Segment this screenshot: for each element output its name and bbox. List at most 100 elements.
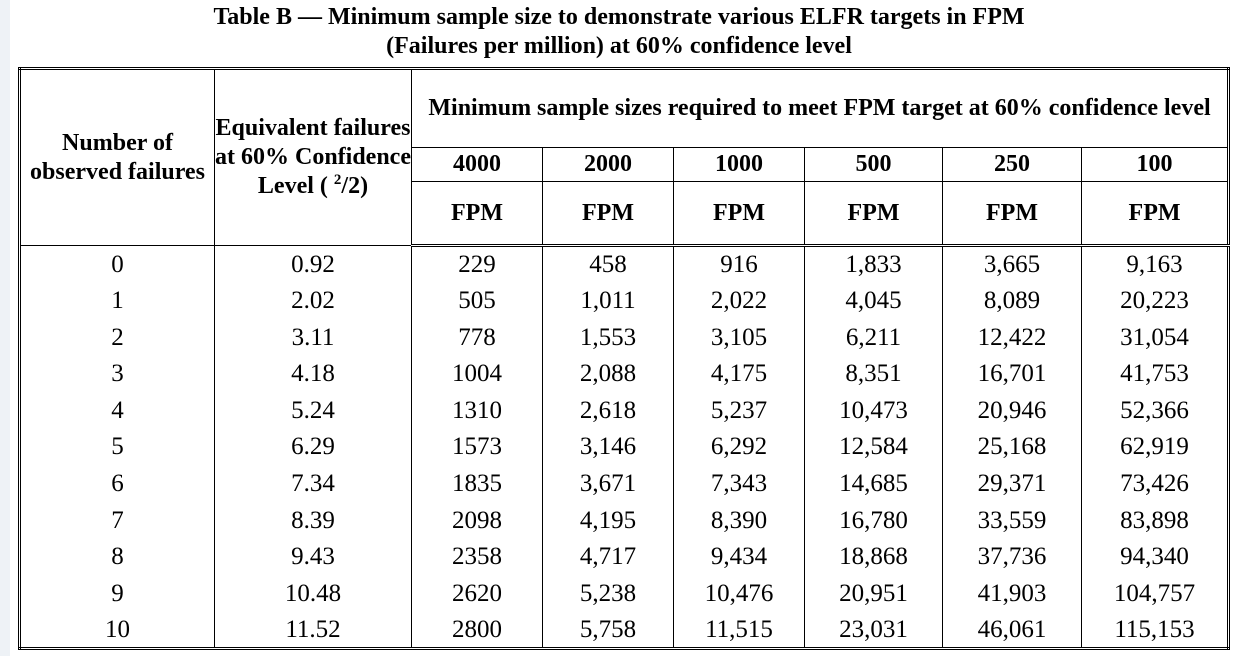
table-cell: 4.18 <box>214 355 412 392</box>
table-cell: 2.02 <box>214 282 412 319</box>
table-cell: 1310 <box>411 392 543 429</box>
table-cell: 8,351 <box>804 355 943 392</box>
table-cell: 4,717 <box>542 538 674 576</box>
header-target-500: 500 <box>804 147 943 182</box>
table-cell: 6,211 <box>804 318 943 356</box>
header-observed-failures: Number of observed failures <box>19 68 215 246</box>
sample-size-table: Number of observed failures Equivalent f… <box>18 67 1231 650</box>
table-cell: 2800 <box>411 611 543 649</box>
table-row: 7 8.39 2098 4,195 8,390 16,780 33,559 83,898 <box>19 501 1230 539</box>
table-cell: 9,163 <box>1080 245 1230 283</box>
table-cell: 20,946 <box>942 392 1082 429</box>
header-unit-fpm: FPM <box>942 181 1082 247</box>
table-cell: 25,168 <box>942 428 1082 466</box>
table-cell: 7.34 <box>214 465 412 502</box>
table-cell: 7 <box>19 501 215 539</box>
table-cell: 4,045 <box>804 282 943 319</box>
table-cell: 3,105 <box>673 318 805 356</box>
table-row: 10 11.52 2800 5,758 11,515 23,031 46,061 115,15… <box>19 611 1230 649</box>
table-cell: 2,088 <box>542 355 674 392</box>
table-cell: 8,089 <box>942 282 1082 319</box>
table-cell: 115,153 <box>1080 611 1230 649</box>
table-cell: 10,476 <box>673 575 805 612</box>
table-cell: 5,237 <box>673 392 805 429</box>
table-cell: 52,366 <box>1080 392 1230 429</box>
table-cell: 3.11 <box>214 318 412 356</box>
header-unit-fpm: FPM <box>542 181 674 247</box>
table-caption: Table B — Minimum sample size to demonst… <box>0 3 1238 61</box>
table-cell: 2,022 <box>673 282 805 319</box>
table-row: 5 6.29 1573 3,146 6,292 12,584 25,168 62,919 <box>19 428 1230 466</box>
header-unit-fpm: FPM <box>804 181 943 247</box>
table-cell: 62,919 <box>1080 428 1230 466</box>
table-cell: 20,951 <box>804 575 943 612</box>
table-cell: 1004 <box>411 355 543 392</box>
table-cell: 41,753 <box>1080 355 1230 392</box>
table-cell: 41,903 <box>942 575 1082 612</box>
table-cell: 1 <box>19 282 215 319</box>
table-row: 2 3.11 778 1,553 3,105 6,211 12,422 31,054 <box>19 318 1230 356</box>
table-cell: 2098 <box>411 501 543 539</box>
table-cell: 1,011 <box>542 282 674 319</box>
table-row: 0 0.92 229 458 916 1,833 3,665 9,163 <box>19 245 1230 283</box>
table-cell: 1,553 <box>542 318 674 356</box>
table-cell: 229 <box>411 245 543 283</box>
header-equivalent-sup: 2 <box>333 172 342 188</box>
table-cell: 3,665 <box>942 245 1082 283</box>
table-cell: 20,223 <box>1080 282 1230 319</box>
table-cell: 3,146 <box>542 428 674 466</box>
table-cell: 1835 <box>411 465 543 502</box>
table-row: 1 2.02 505 1,011 2,022 4,045 8,089 20,223 <box>19 282 1230 319</box>
table-cell: 83,898 <box>1080 501 1230 539</box>
table-cell: 31,054 <box>1080 318 1230 356</box>
table-cell: 16,701 <box>942 355 1082 392</box>
header-equivalent-failures: Equivalent failures at 60% Confidence Le… <box>214 68 412 246</box>
table-cell: 3 <box>19 355 215 392</box>
header-target-1000: 1000 <box>673 147 805 182</box>
table-cell: 5.24 <box>214 392 412 429</box>
table-cell: 5,758 <box>542 611 674 649</box>
table-cell: 18,868 <box>804 538 943 576</box>
table-cell: 5 <box>19 428 215 466</box>
table-cell: 2,618 <box>542 392 674 429</box>
table-cell: 458 <box>542 245 674 283</box>
header-unit-fpm: FPM <box>1080 181 1230 247</box>
table-cell: 12,422 <box>942 318 1082 356</box>
table-cell: 10 <box>19 611 215 649</box>
table-cell: 10.48 <box>214 575 412 612</box>
table-cell: 14,685 <box>804 465 943 502</box>
table-cell: 6.29 <box>214 428 412 466</box>
table-cell: 4,195 <box>542 501 674 539</box>
table-cell: 916 <box>673 245 805 283</box>
header-group-min-sample-sizes: Minimum sample sizes required to meet FP… <box>410 68 1230 148</box>
table-cell: 5,238 <box>542 575 674 612</box>
table-cell: 2620 <box>411 575 543 612</box>
table-cell: 9.43 <box>214 538 412 576</box>
table-cell: 29,371 <box>942 465 1082 502</box>
caption-line-1: Table B — Minimum sample size to demonst… <box>213 4 1025 30</box>
table-row: 9 10.48 2620 5,238 10,476 20,951 41,903 104,757 <box>19 575 1230 612</box>
table-row: 4 5.24 1310 2,618 5,237 10,473 20,946 52,366 <box>19 392 1230 429</box>
table-cell: 11.52 <box>214 611 412 649</box>
table-cell: 1,833 <box>804 245 943 283</box>
table-row: 8 9.43 2358 4,717 9,434 18,868 37,736 94,340 <box>19 538 1230 576</box>
table-cell: 2 <box>19 318 215 356</box>
header-unit-fpm: FPM <box>673 181 805 247</box>
table-cell: 33,559 <box>942 501 1082 539</box>
header-equivalent-text: Equivalent failures at 60% Confidence Le… <box>215 115 411 199</box>
table-cell: 9 <box>19 575 215 612</box>
table-cell: 8.39 <box>214 501 412 539</box>
table-cell: 3,671 <box>542 465 674 502</box>
header-target-4000: 4000 <box>411 147 543 182</box>
table-cell: 8,390 <box>673 501 805 539</box>
header-unit-fpm: FPM <box>411 181 543 247</box>
table-cell: 4 <box>19 392 215 429</box>
table-cell: 9,434 <box>673 538 805 576</box>
table-cell: 12,584 <box>804 428 943 466</box>
table-cell: 37,736 <box>942 538 1082 576</box>
table-cell: 104,757 <box>1080 575 1230 612</box>
caption-line-2: (Failures per million) at 60% confidence… <box>386 33 852 59</box>
table-row: 3 4.18 1004 2,088 4,175 8,351 16,701 41,753 <box>19 355 1230 392</box>
table-cell: 11,515 <box>673 611 805 649</box>
table-cell: 0.92 <box>214 245 412 283</box>
